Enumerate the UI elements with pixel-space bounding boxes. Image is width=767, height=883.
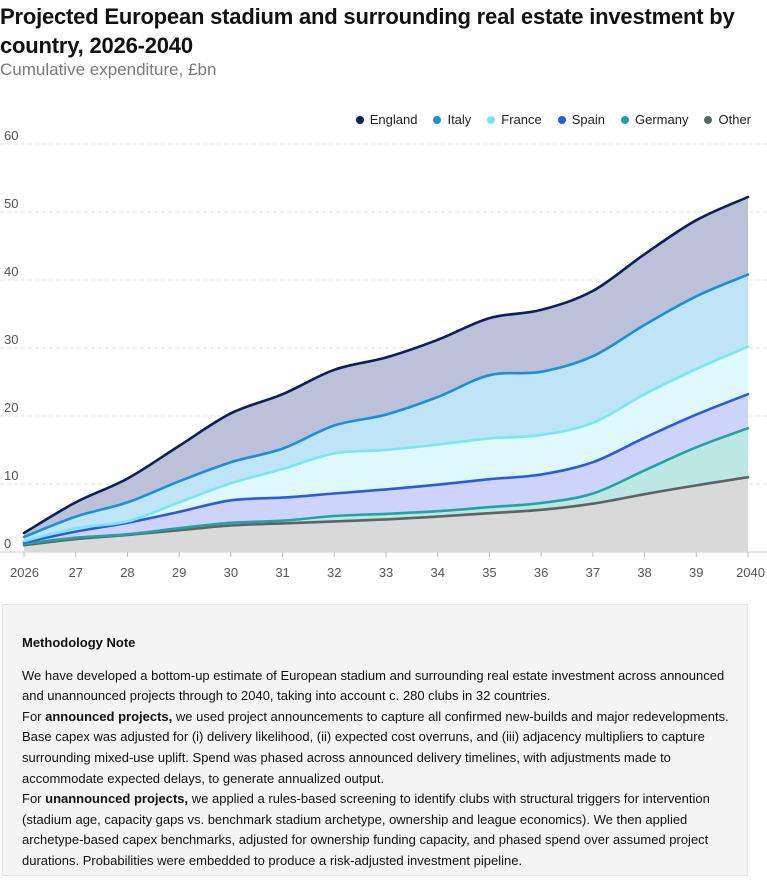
legend-marker-germany	[621, 115, 630, 124]
legend-item-france: France	[487, 112, 542, 127]
chart-title: Projected European stadium and surroundi…	[0, 4, 735, 58]
legend-marker-other	[704, 115, 713, 124]
x-tick-label: 34	[430, 565, 444, 580]
note-p2-bold: announced projects,	[45, 708, 173, 724]
y-tick-label: 30	[4, 332, 18, 347]
x-tick-label: 29	[172, 565, 186, 580]
note-paragraph-1: We have developed a bottom-up estimate o…	[22, 667, 725, 704]
x-tick-label: 30	[224, 565, 238, 580]
x-tick-label: 38	[637, 565, 651, 580]
x-tick-label: 37	[586, 565, 600, 580]
x-tick-label: 2040	[736, 565, 765, 580]
y-tick-label: 20	[4, 400, 18, 415]
chart-subtitle: Cumulative expenditure, £bn	[0, 60, 217, 79]
series-lines	[22, 195, 750, 547]
y-tick-label: 50	[4, 196, 18, 211]
area-italy	[24, 274, 748, 542]
y-tick-label: 0	[4, 536, 11, 551]
legend-marker-france	[487, 115, 496, 124]
x-tick-label: 28	[120, 565, 134, 580]
note-paragraph-3: For unannounced projects, we applied a r…	[22, 789, 729, 871]
x-tick-label: 27	[68, 565, 82, 580]
x-tick-label: 39	[689, 565, 703, 580]
legend-item-spain: Spain	[557, 112, 606, 127]
legend-marker-italy	[433, 115, 442, 124]
note-p3-bold: unannounced projects,	[45, 791, 189, 807]
note-p2-rest: we used project announcements to capture…	[22, 708, 729, 786]
chart-legend: England Italy France Spain Germany Other	[355, 112, 751, 127]
note-p3-prefix: For	[22, 791, 46, 807]
legend-marker-england	[355, 115, 364, 124]
line-germany	[22, 426, 750, 546]
line-italy	[22, 273, 750, 539]
x-tick-label: 32	[327, 565, 341, 580]
x-tick-label: 31	[275, 565, 289, 580]
legend-marker-spain	[557, 115, 566, 124]
line-england	[22, 195, 750, 535]
legend-item-england: England	[355, 112, 418, 127]
methodology-note: Methodology Note We have developed a bot…	[2, 604, 748, 876]
y-tick-label: 40	[4, 264, 18, 279]
x-tick-label: 36	[534, 565, 548, 580]
legend-item-germany: Germany	[621, 112, 688, 127]
note-p3-rest: we applied a rules-based screening to id…	[22, 791, 710, 868]
area-chart: 0 10 20 30 40 50 60 2026 27 28 29 30 31 32 33 34 35 36 37…	[0, 130, 767, 580]
y-tick-label: 10	[4, 468, 18, 483]
area-other	[24, 477, 748, 552]
note-paragraph-2: For announced projects, we used project …	[22, 707, 729, 789]
x-tick-label: 33	[379, 565, 393, 580]
y-axis-ticks: 0 10 20 30 40 50 60	[4, 130, 18, 551]
note-title: Methodology Note	[22, 635, 136, 650]
legend-item-other: Other	[704, 112, 751, 127]
line-france	[22, 345, 750, 543]
legend-label-other: Other	[718, 112, 751, 127]
legend-item-italy: Italy	[433, 112, 471, 127]
legend-label-england: England	[369, 112, 418, 127]
legend-label-spain: Spain	[571, 112, 606, 127]
note-p2-prefix: For	[22, 708, 46, 724]
legend-label-italy: Italy	[447, 112, 472, 127]
area-england	[24, 197, 748, 537]
legend-label-france: France	[501, 112, 542, 127]
x-axis-ticks: 2026 27 28 29 30 31 32 33 34 35 36 37 38 39 2040	[10, 552, 765, 580]
x-tick-label: 2026	[10, 565, 39, 580]
y-tick-label: 60	[4, 130, 18, 143]
line-spain	[22, 392, 750, 544]
x-tick-label: 35	[482, 565, 496, 580]
area-series	[24, 197, 748, 552]
legend-label-germany: Germany	[635, 112, 689, 127]
